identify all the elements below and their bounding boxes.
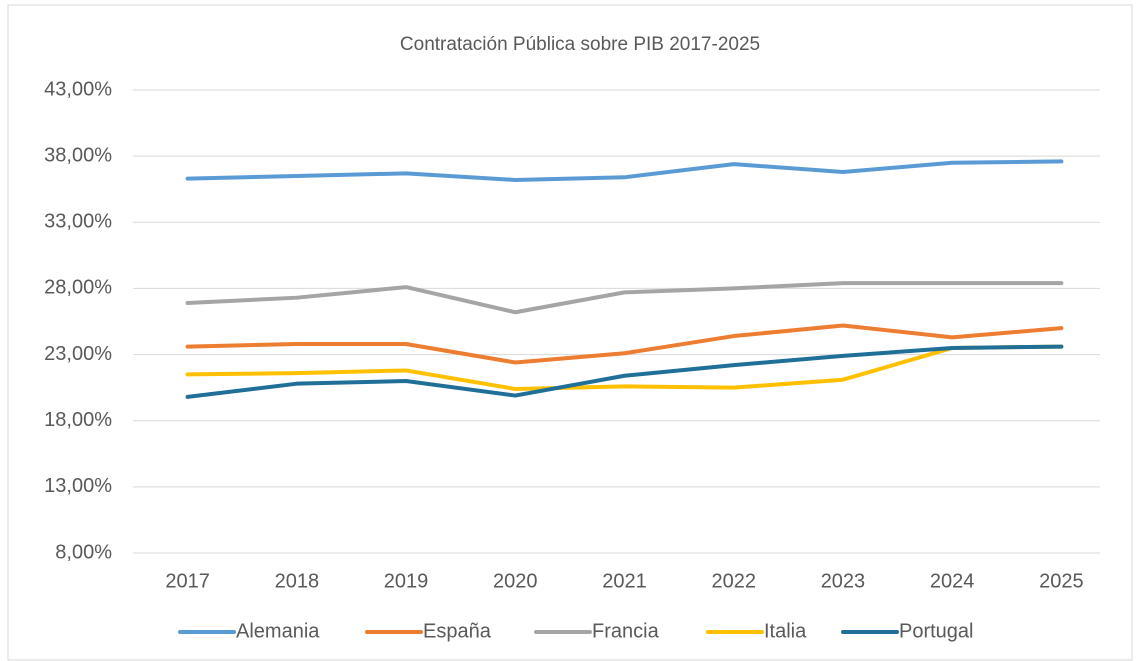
y-tick-label: 38,00%: [44, 144, 112, 166]
x-tick-label: 2019: [384, 570, 429, 592]
x-tick-label: 2020: [493, 570, 538, 592]
series-line: [185, 323, 1064, 365]
series-line: [185, 344, 1064, 391]
chart-border: [7, 4, 1133, 661]
series-line: [185, 159, 1064, 182]
legend-label: Francia: [592, 620, 660, 642]
chart-title: Contratación Pública sobre PIB 2017-2025: [400, 34, 760, 55]
series-line: [185, 344, 1064, 399]
y-tick-label: 13,00%: [44, 475, 112, 497]
legend-label: Italia: [764, 620, 807, 642]
y-tick-label: 43,00%: [44, 78, 112, 100]
y-tick-label: 23,00%: [44, 343, 112, 365]
legend-label: Alemania: [236, 620, 320, 642]
y-tick-label: 18,00%: [44, 409, 112, 431]
y-tick-label: 33,00%: [44, 211, 112, 233]
y-tick-label: 8,00%: [55, 541, 112, 563]
legend-label: Portugal: [899, 620, 974, 642]
y-tick-label: 28,00%: [44, 277, 112, 299]
series-line: [185, 281, 1064, 315]
x-tick-label: 2018: [275, 570, 320, 592]
x-tick-label: 2024: [930, 570, 975, 592]
x-tick-label: 2025: [1039, 570, 1084, 592]
x-tick-label: 2021: [602, 570, 647, 592]
x-tick-label: 2022: [711, 570, 756, 592]
x-tick-label: 2023: [821, 570, 866, 592]
x-tick-label: 2017: [165, 570, 210, 592]
legend-label: España: [423, 620, 492, 642]
